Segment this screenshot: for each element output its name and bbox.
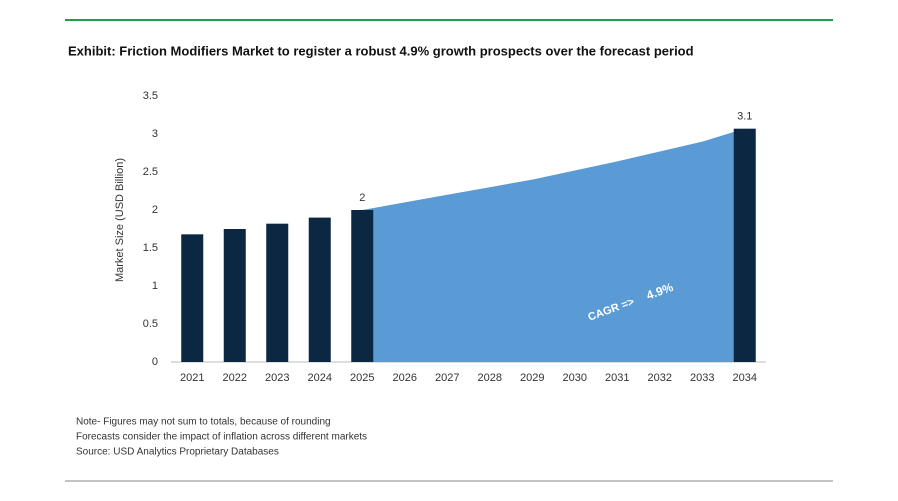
y-tick-label: 1 [152,280,158,292]
x-tick-label: 2034 [733,372,757,384]
note: Note- Figures may not sum to totals, bec… [76,417,331,428]
note: Source: USD Analytics Proprietary Databa… [76,447,279,458]
y-tick-label: 2.5 [143,166,158,178]
x-tick-label: 2021 [180,372,204,384]
x-tick-label: 2025 [350,372,374,384]
x-tick-label: 2027 [435,372,459,384]
bar [181,234,204,362]
chart-title: Exhibit: Friction Modifiers Market to re… [68,43,694,58]
bar [351,210,374,362]
x-tick-label: 2024 [308,372,332,384]
x-tick-label: 2029 [520,372,544,384]
bar [266,223,289,362]
x-tick-label: 2032 [648,372,672,384]
forecast-area [362,128,745,362]
y-tick-label: 0 [152,356,158,368]
x-tick-label: 2026 [393,372,417,384]
bar [733,128,756,362]
bar [308,217,331,362]
y-tick-label: 3 [152,128,158,140]
y-tick-label: 0.5 [143,318,158,330]
note: Forecasts consider the impact of inflati… [76,432,367,443]
x-tick-label: 2022 [223,372,247,384]
data-label: 2 [359,192,365,204]
y-axis-label: Market Size (USD Billion) [114,158,126,282]
y-tick-label: 2 [152,204,158,216]
x-tick-label: 2030 [563,372,587,384]
x-tick-label: 2031 [605,372,629,384]
y-tick-label: 3.5 [143,90,158,102]
y-tick-label: 1.5 [143,242,158,254]
x-tick-label: 2028 [478,372,502,384]
data-label: 3.1 [737,111,752,123]
x-tick-label: 2023 [265,372,289,384]
x-tick-label: 2033 [690,372,714,384]
bar [223,229,246,362]
